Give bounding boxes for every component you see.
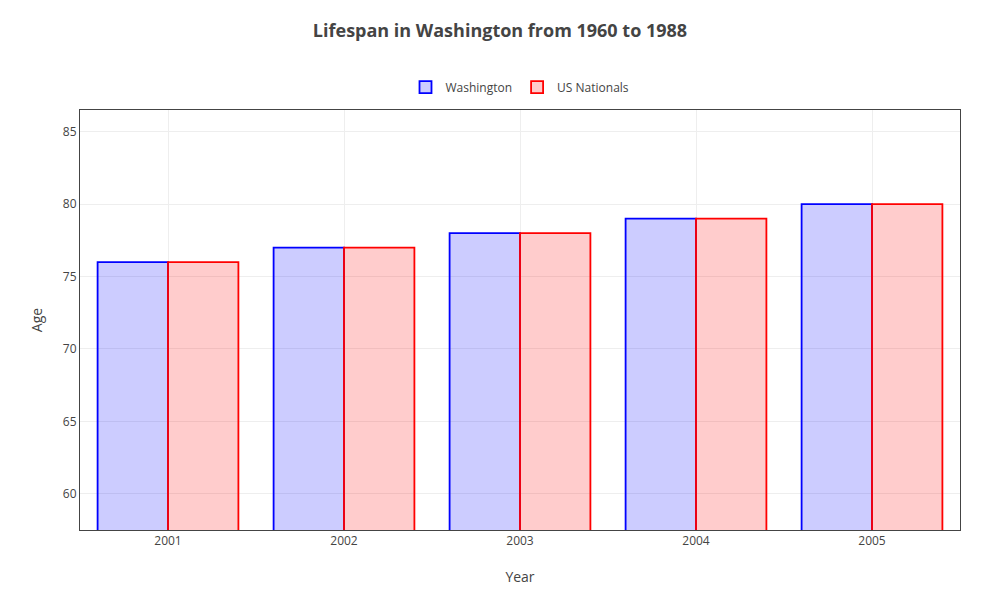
svg-text:85: 85 bbox=[63, 123, 77, 140]
svg-text:2002: 2002 bbox=[330, 532, 358, 549]
svg-text:US Nationals: US Nationals bbox=[557, 79, 629, 96]
svg-text:Lifespan in Washington from 19: Lifespan in Washington from 1960 to 1988 bbox=[313, 18, 687, 42]
svg-text:75: 75 bbox=[63, 268, 77, 285]
svg-text:2004: 2004 bbox=[682, 532, 710, 549]
svg-text:65: 65 bbox=[63, 413, 77, 430]
svg-text:60: 60 bbox=[63, 485, 77, 502]
svg-text:70: 70 bbox=[63, 340, 77, 357]
svg-text:Year: Year bbox=[505, 567, 534, 586]
svg-text:Washington: Washington bbox=[446, 79, 513, 96]
svg-text:2003: 2003 bbox=[506, 532, 534, 549]
svg-text:80: 80 bbox=[63, 195, 77, 212]
svg-text:Age: Age bbox=[27, 308, 46, 332]
svg-text:2005: 2005 bbox=[858, 532, 886, 549]
svg-text:2001: 2001 bbox=[154, 532, 181, 549]
